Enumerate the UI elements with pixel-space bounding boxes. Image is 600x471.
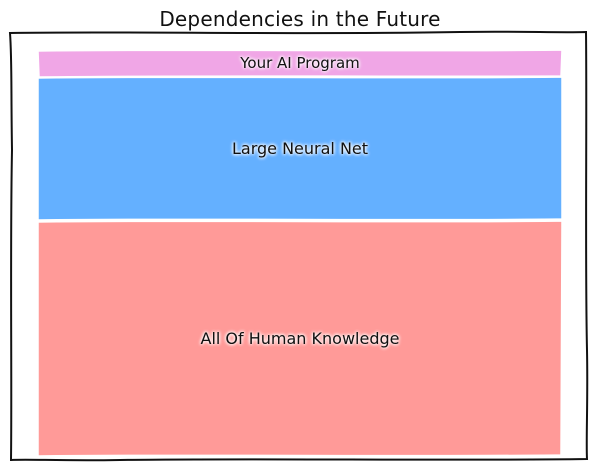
layer-box-ai-program — [37, 49, 563, 78]
layer-label-human-knowledge: All Of Human Knowledge — [200, 328, 400, 348]
layer-label-neural-net: Large Neural Net — [231, 138, 369, 158]
layer-label-ai-program: Your AI Program — [240, 54, 360, 72]
diagram-title: Dependencies in the Future — [159, 7, 441, 31]
layer-box-neural-net — [37, 76, 563, 221]
layer-box-human-knowledge — [37, 220, 563, 457]
outer-frame — [8, 30, 589, 462]
